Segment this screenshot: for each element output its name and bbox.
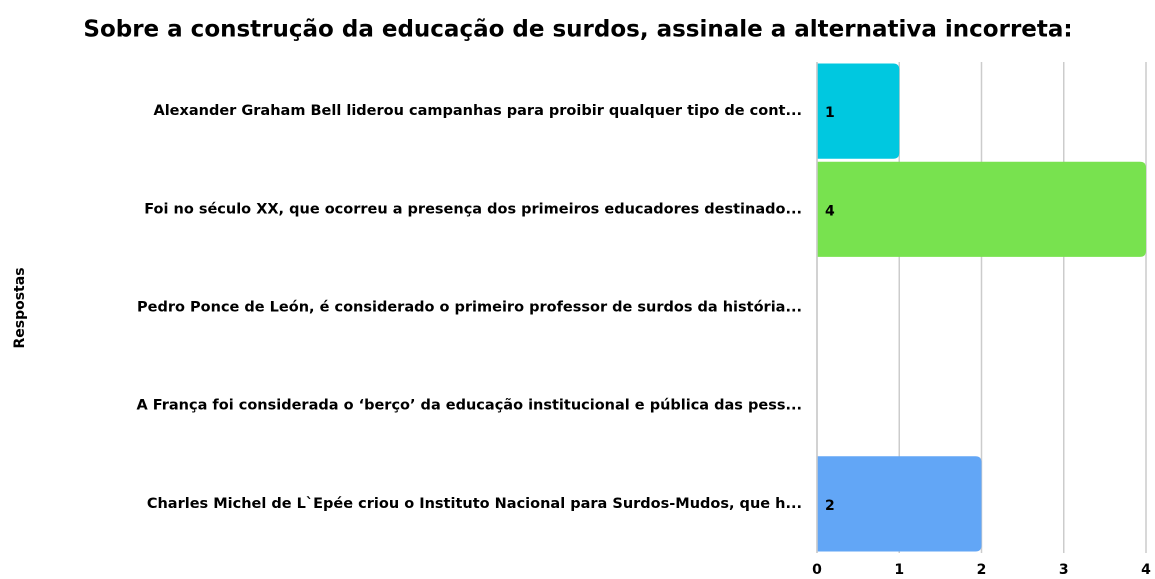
x-tick-label: 1 xyxy=(894,562,904,578)
bar xyxy=(817,63,900,159)
y-tick-label: Alexander Graham Bell liderou campanhas … xyxy=(153,103,802,119)
chart-title: Sobre a construção da educação de surdos… xyxy=(83,17,1072,43)
y-tick-label: A França foi considerada o ‘berço’ da ed… xyxy=(137,398,803,414)
x-tick-label: 2 xyxy=(977,562,987,578)
bar xyxy=(817,456,982,552)
x-tick-label: 0 xyxy=(812,562,822,578)
y-tick-label: Pedro Ponce de León, é considerado o pri… xyxy=(137,300,802,316)
y-axis-label: Respostas xyxy=(12,267,28,348)
bar xyxy=(817,161,1146,257)
data-label: 1 xyxy=(825,105,835,121)
y-tick-label: Charles Michel de L`Epée criou o Institu… xyxy=(147,496,802,512)
x-tick-label: 3 xyxy=(1059,562,1069,578)
x-tick-label: 4 xyxy=(1141,562,1151,578)
y-tick-label: Foi no século XX, que ocorreu a presença… xyxy=(144,201,802,217)
data-label: 4 xyxy=(825,203,835,219)
data-label: 2 xyxy=(825,498,835,514)
